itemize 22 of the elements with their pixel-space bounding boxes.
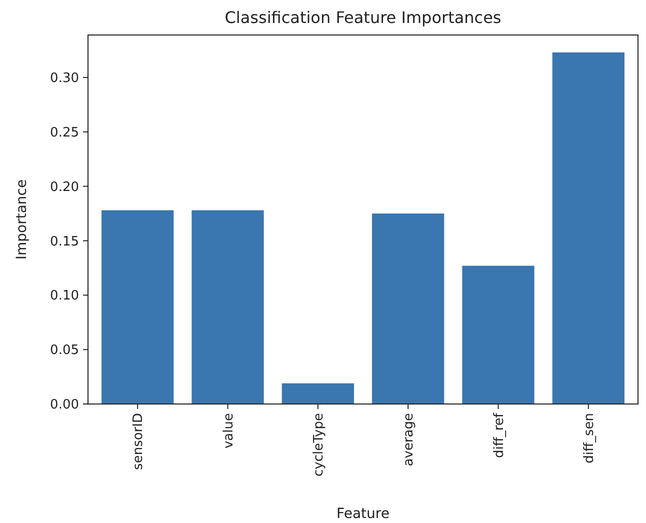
x-tick-label: sensorID — [131, 413, 146, 470]
y-tick-label: 0.25 — [50, 125, 79, 140]
x-axis-title: Feature — [336, 506, 390, 522]
x-tick-label: diff_ref — [492, 412, 507, 458]
y-tick-label: 0.10 — [50, 288, 79, 304]
bar — [552, 52, 624, 404]
y-tick-label: 0.05 — [50, 343, 79, 358]
bar — [192, 210, 264, 404]
bar — [102, 210, 174, 404]
bar — [372, 214, 444, 404]
x-tick-label: value — [221, 413, 236, 449]
bar — [462, 266, 534, 404]
chart-title: Classification Feature Importances — [224, 8, 502, 27]
x-tick-label: average — [402, 413, 417, 466]
y-tick-label: 0.30 — [50, 71, 79, 86]
x-tick-label: diff_sen — [582, 413, 597, 464]
y-tick-label: 0.00 — [50, 398, 79, 413]
bar — [282, 383, 354, 404]
y-axis-title: Importance — [14, 179, 30, 260]
y-tick-label: 0.20 — [50, 180, 79, 195]
y-tick-label: 0.15 — [50, 234, 79, 250]
x-tick-label: cycleType — [311, 413, 326, 476]
